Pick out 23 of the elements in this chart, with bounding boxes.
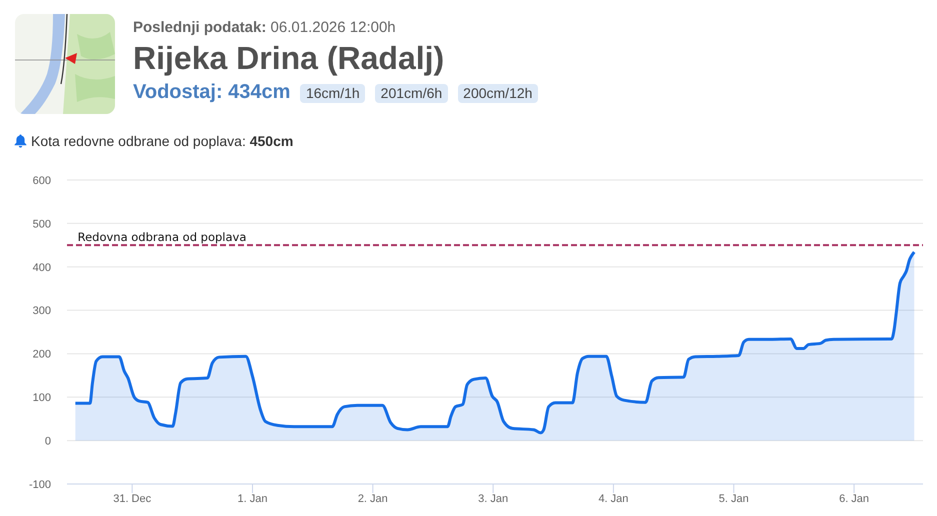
x-tick-label: 31. Dec (113, 492, 152, 505)
y-tick-label: 200 (32, 348, 51, 361)
text: Vodostaj: 434cm (133, 81, 290, 104)
x-tick-label: 1. Jan (238, 492, 268, 505)
x-tick-label: 6. Jan (839, 492, 870, 505)
x-tick-label: 2. Jan (358, 492, 388, 505)
x-tick-label: 3. Jan (478, 492, 508, 505)
chart-title: Rijeka Drina (Radalj) (133, 40, 444, 77)
y-tick-label: 400 (32, 262, 51, 274)
text: Kota redovne odbrane od poplava: 450cm (31, 133, 294, 149)
chart-subtitle: Poslednji podatak: 06.01.2026 12:00h (133, 19, 396, 36)
ref-line-label: Redovna odbrana od poplava (78, 230, 246, 244)
text: 200cm/12h (458, 84, 538, 103)
y-tick-label: 500 (32, 218, 51, 230)
y-tick-label: 100 (32, 392, 51, 404)
y-tick-label: 0 (44, 435, 51, 448)
y-tick-label: -100 (28, 478, 51, 491)
x-tick-label: 4. Jan (598, 492, 628, 505)
text: 201cm/6h (375, 84, 448, 103)
y-tick-label: 600 (32, 174, 51, 187)
x-tick-label: 5. Jan (718, 492, 749, 505)
text: 16cm/1h (300, 84, 366, 103)
y-tick-label: 300 (32, 305, 51, 318)
